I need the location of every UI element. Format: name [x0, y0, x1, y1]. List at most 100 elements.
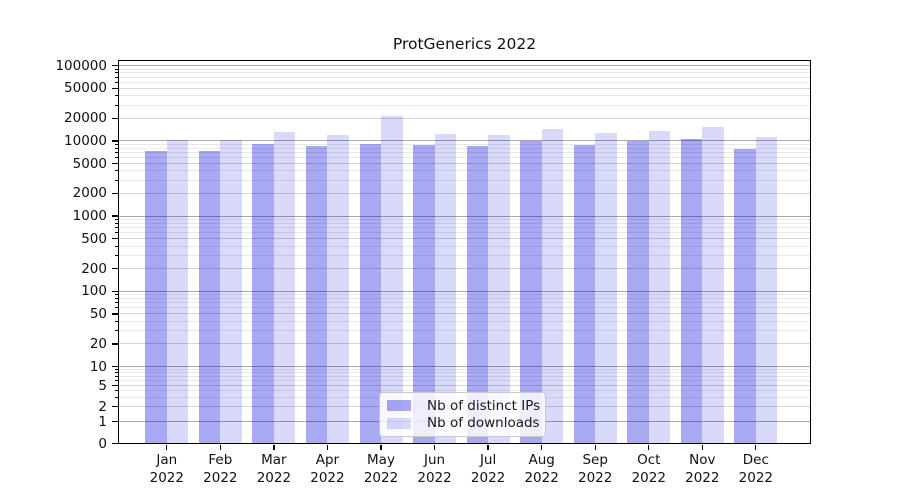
- bar-distinct-ips-mar: [252, 143, 274, 444]
- y-minor-tick-800: [114, 222, 118, 224]
- y-tick-2: [111, 406, 118, 408]
- y-minor-tick-600: [114, 232, 118, 234]
- x-tick-label-may: May 2022: [345, 452, 417, 487]
- x-label-month: Dec: [742, 452, 769, 468]
- bar-downloads-dec: [755, 136, 778, 444]
- y-tick-label-10000: 10000: [64, 132, 107, 149]
- x-tick-label-sep: Sep 2022: [559, 452, 631, 487]
- y-tick-10: [111, 365, 118, 368]
- gridline-y-700: [118, 227, 811, 229]
- y-tick-label-10: 10: [89, 358, 107, 375]
- legend-swatch-distinct-ips: [387, 400, 411, 412]
- y-minor-tick-8000: [114, 147, 118, 149]
- x-label-month: Jun: [424, 452, 446, 468]
- bar-downloads-feb: [220, 139, 242, 444]
- y-tick-50: [111, 313, 118, 315]
- x-label-month: Jul: [479, 452, 497, 468]
- gridline-y-7000: [118, 152, 811, 154]
- gridline-y-8: [118, 372, 811, 374]
- y-tick-50000: [111, 87, 118, 89]
- y-minor-tick-9000: [114, 143, 118, 145]
- bar-downloads-apr: [327, 135, 349, 444]
- x-tick-sep: [594, 444, 596, 450]
- y-minor-tick-70: [114, 302, 118, 304]
- gridline-y-50000: [118, 87, 811, 89]
- y-tick-5: [111, 385, 118, 387]
- gridline-y-600: [118, 232, 811, 234]
- x-tick-label-mar: Mar 2022: [238, 452, 310, 487]
- legend-label-downloads: Nb of downloads: [427, 415, 540, 432]
- x-label-year: 2022: [149, 469, 184, 486]
- y-tick-200: [111, 268, 118, 270]
- x-tick-jul: [487, 444, 489, 450]
- y-minor-tick-7: [114, 375, 118, 377]
- legend-label-distinct-ips: Nb of distinct IPs: [427, 397, 541, 414]
- x-tick-feb: [219, 444, 221, 450]
- gridline-y-40: [118, 320, 811, 322]
- legend-item-distinct-ips: Nb of distinct IPs: [387, 397, 541, 414]
- y-minor-tick-30000: [114, 104, 118, 106]
- bar-downloads-jan: [166, 139, 189, 444]
- gridline-y-20: [118, 343, 811, 345]
- bar-downloads-nov: [702, 127, 724, 444]
- y-minor-tick-8: [114, 372, 118, 374]
- gridline-y-500: [118, 238, 811, 240]
- x-tick-jan: [166, 444, 168, 450]
- gridline-y-9: [118, 368, 811, 370]
- gridline-y-90: [118, 294, 811, 296]
- gridline-y-800: [118, 222, 811, 224]
- gridline-y-40000: [118, 95, 811, 97]
- y-minor-tick-3: [114, 396, 118, 398]
- y-tick-label-1000: 1000: [72, 208, 107, 225]
- y-tick-label-20000: 20000: [64, 110, 107, 127]
- gridline-y-80: [118, 298, 811, 300]
- y-tick-label-50: 50: [89, 305, 107, 322]
- x-tick-label-nov: Nov 2022: [666, 452, 738, 487]
- gridline-y-7: [118, 375, 811, 377]
- y-tick-5000: [111, 162, 118, 165]
- y-minor-tick-40: [114, 320, 118, 322]
- y-tick-label-2: 2: [98, 398, 107, 415]
- gridline-y-8000: [118, 147, 811, 149]
- x-label-year: 2022: [417, 469, 452, 486]
- gridline-y-30: [118, 330, 811, 332]
- y-tick-1000: [111, 215, 118, 217]
- y-minor-tick-70000: [114, 76, 118, 78]
- bar-downloads-sep: [595, 132, 617, 444]
- y-minor-tick-6: [114, 380, 118, 382]
- bar-downloads-jun: [434, 133, 457, 444]
- y-minor-tick-60: [114, 307, 118, 309]
- bar-distinct-ips-jan: [145, 150, 167, 444]
- x-tick-label-feb: Feb 2022: [184, 452, 256, 487]
- gridline-y-300: [118, 254, 811, 256]
- x-label-year: 2022: [470, 469, 506, 486]
- x-tick-label-dec: Dec 2022: [720, 452, 792, 487]
- x-tick-aug: [541, 444, 543, 450]
- legend-swatch-downloads: [387, 417, 411, 429]
- x-label-year: 2022: [631, 469, 666, 486]
- y-minor-tick-400: [114, 245, 118, 247]
- gridline-y-3000: [118, 179, 811, 181]
- bar-distinct-ips-feb: [198, 150, 221, 444]
- x-label-year: 2022: [524, 469, 559, 486]
- y-tick-label-2000: 2000: [72, 185, 107, 202]
- gridline-y-6: [118, 380, 811, 382]
- gridline-y-4: [118, 390, 811, 392]
- bars-layer: [118, 60, 811, 444]
- x-tick-mar: [273, 444, 275, 450]
- x-label-month: Mar: [261, 452, 287, 468]
- gridline-y-4000: [118, 170, 811, 172]
- gridline-y-50: [118, 313, 811, 315]
- x-tick-label-aug: Aug 2022: [506, 452, 578, 487]
- x-label-month: Apr: [315, 452, 340, 468]
- y-minor-tick-300: [114, 254, 118, 256]
- bar-downloads-may: [381, 116, 403, 444]
- bar-downloads-mar: [273, 132, 296, 444]
- gridline-y-1000: [118, 215, 811, 217]
- y-minor-tick-3000: [114, 179, 118, 181]
- y-tick-0: [111, 442, 118, 445]
- gridline-y-900: [118, 219, 811, 221]
- x-label-year: 2022: [578, 469, 613, 486]
- y-minor-tick-90000: [114, 68, 118, 70]
- bar-distinct-ips-may: [359, 143, 381, 444]
